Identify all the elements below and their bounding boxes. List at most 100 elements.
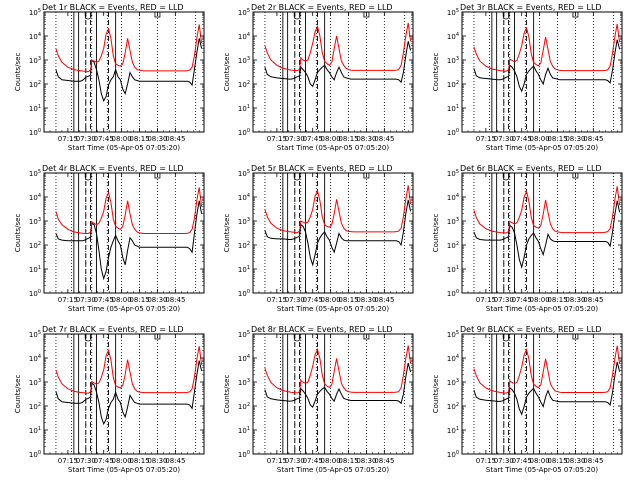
x-tick-label: 08:00 bbox=[530, 457, 550, 465]
y-tick-base: 10 bbox=[447, 129, 456, 137]
x-tick-label: 07:30 bbox=[76, 296, 96, 304]
y-axis-label: Counts/sec bbox=[14, 375, 22, 414]
y-tick-base: 10 bbox=[238, 170, 247, 178]
y-tick-exponent: 4 bbox=[38, 193, 41, 199]
panel-title: Det 5r BLACK = Events, RED = LLD bbox=[251, 164, 393, 173]
y-tick-exponent: 4 bbox=[456, 193, 459, 199]
x-tick-label: 08:00 bbox=[321, 457, 341, 465]
y-tick-label: 101 bbox=[29, 104, 41, 113]
y-tick-exponent: 4 bbox=[38, 32, 41, 38]
y-tick-exponent: 5 bbox=[38, 330, 41, 336]
y-tick-exponent: 1 bbox=[456, 265, 459, 271]
x-tick-label: 07:45 bbox=[512, 457, 532, 465]
x-tick-label: 08:30 bbox=[147, 135, 167, 143]
plot-frame bbox=[461, 172, 623, 294]
y-tick-exponent: 5 bbox=[456, 8, 459, 14]
y-tick-exponent: 1 bbox=[38, 426, 41, 432]
x-tick-label: 07:30 bbox=[285, 457, 305, 465]
events-series-line bbox=[55, 360, 203, 426]
y-tick-label: 101 bbox=[447, 265, 459, 274]
y-tick-base: 10 bbox=[447, 57, 456, 65]
y-tick-label: 100 bbox=[29, 128, 41, 137]
y-tick-exponent: 5 bbox=[38, 8, 41, 14]
y-tick-base: 10 bbox=[238, 33, 247, 41]
y-tick-label: 103 bbox=[238, 217, 250, 226]
y-tick-base: 10 bbox=[29, 290, 38, 298]
y-tick-base: 10 bbox=[29, 170, 38, 178]
y-tick-label: 102 bbox=[447, 402, 459, 411]
y-tick-label: 104 bbox=[447, 193, 459, 202]
x-tick-label: 07:45 bbox=[303, 457, 323, 465]
plot-frame bbox=[252, 11, 414, 133]
x-tick-label: 07:45 bbox=[94, 135, 114, 143]
y-tick-label: 100 bbox=[29, 450, 41, 459]
y-tick-label: 102 bbox=[29, 402, 41, 411]
lld-series-line bbox=[264, 22, 412, 72]
y-tick-label: 105 bbox=[238, 169, 250, 178]
plot-frame bbox=[252, 172, 414, 294]
y-tick-exponent: 5 bbox=[247, 8, 250, 14]
y-tick-base: 10 bbox=[238, 290, 247, 298]
y-tick-label: 101 bbox=[238, 426, 250, 435]
y-tick-label: 101 bbox=[29, 265, 41, 274]
x-tick-label: 07:30 bbox=[494, 296, 514, 304]
x-tick-label: 08:15 bbox=[547, 296, 567, 304]
top-marker-arc bbox=[84, 12, 92, 20]
x-tick-label: 08:15 bbox=[129, 296, 149, 304]
y-tick-base: 10 bbox=[29, 427, 38, 435]
top-marker-arc bbox=[502, 173, 510, 181]
y-tick-exponent: 3 bbox=[38, 217, 41, 223]
x-tick-label: 07:45 bbox=[512, 135, 532, 143]
events-series-line bbox=[264, 41, 412, 88]
panel-det-1: Det 1r BLACK = Events, RED = LLD10010110… bbox=[14, 3, 205, 152]
y-tick-exponent: 2 bbox=[38, 402, 41, 408]
y-tick-base: 10 bbox=[447, 427, 456, 435]
y-tick-exponent: 1 bbox=[247, 426, 250, 432]
y-tick-base: 10 bbox=[447, 403, 456, 411]
x-tick-label: 08:30 bbox=[565, 457, 585, 465]
y-tick-label: 103 bbox=[29, 378, 41, 387]
y-tick-exponent: 2 bbox=[456, 241, 459, 247]
y-tick-base: 10 bbox=[29, 218, 38, 226]
y-tick-base: 10 bbox=[29, 57, 38, 65]
y-tick-exponent: 3 bbox=[456, 378, 459, 384]
y-tick-base: 10 bbox=[29, 194, 38, 202]
y-tick-base: 10 bbox=[29, 9, 38, 17]
y-tick-exponent: 4 bbox=[247, 354, 250, 360]
x-axis-label: Start Time (05-Apr-05 07:05:20) bbox=[486, 305, 598, 313]
y-tick-base: 10 bbox=[447, 242, 456, 250]
y-tick-label: 103 bbox=[447, 56, 459, 65]
y-axis-label: Counts/sec bbox=[14, 214, 22, 253]
y-tick-base: 10 bbox=[447, 33, 456, 41]
x-tick-label: 07:45 bbox=[303, 296, 323, 304]
y-tick-base: 10 bbox=[447, 170, 456, 178]
y-tick-exponent: 2 bbox=[456, 80, 459, 86]
x-tick-label: 08:30 bbox=[147, 296, 167, 304]
reference-lines bbox=[473, 334, 615, 454]
y-tick-exponent: 4 bbox=[456, 354, 459, 360]
y-tick-exponent: 1 bbox=[456, 104, 459, 110]
x-tick-label: 07:15 bbox=[58, 457, 78, 465]
panel-det-7: Det 7r BLACK = Events, RED = LLD10010110… bbox=[14, 325, 205, 474]
x-tick-label: 07:15 bbox=[58, 296, 78, 304]
y-tick-exponent: 3 bbox=[38, 56, 41, 62]
x-tick-label: 07:30 bbox=[494, 457, 514, 465]
y-tick-exponent: 0 bbox=[38, 128, 41, 134]
y-tick-label: 104 bbox=[29, 193, 41, 202]
y-tick-base: 10 bbox=[29, 403, 38, 411]
x-tick-label: 07:30 bbox=[285, 296, 305, 304]
panel-det-5: Det 5r BLACK = Events, RED = LLD10010110… bbox=[223, 164, 414, 313]
y-tick-exponent: 1 bbox=[38, 104, 41, 110]
events-series-line bbox=[55, 200, 203, 281]
y-tick-base: 10 bbox=[447, 9, 456, 17]
y-tick-label: 104 bbox=[29, 32, 41, 41]
x-tick-label: 08:45 bbox=[165, 457, 185, 465]
x-tick-label: 08:30 bbox=[147, 457, 167, 465]
events-series-line bbox=[473, 200, 621, 269]
x-tick-label: 08:45 bbox=[374, 296, 394, 304]
x-tick-label: 07:45 bbox=[94, 457, 114, 465]
x-tick-label: 08:30 bbox=[356, 296, 376, 304]
y-tick-exponent: 5 bbox=[456, 330, 459, 336]
x-tick-label: 08:00 bbox=[112, 457, 132, 465]
y-tick-label: 104 bbox=[447, 32, 459, 41]
